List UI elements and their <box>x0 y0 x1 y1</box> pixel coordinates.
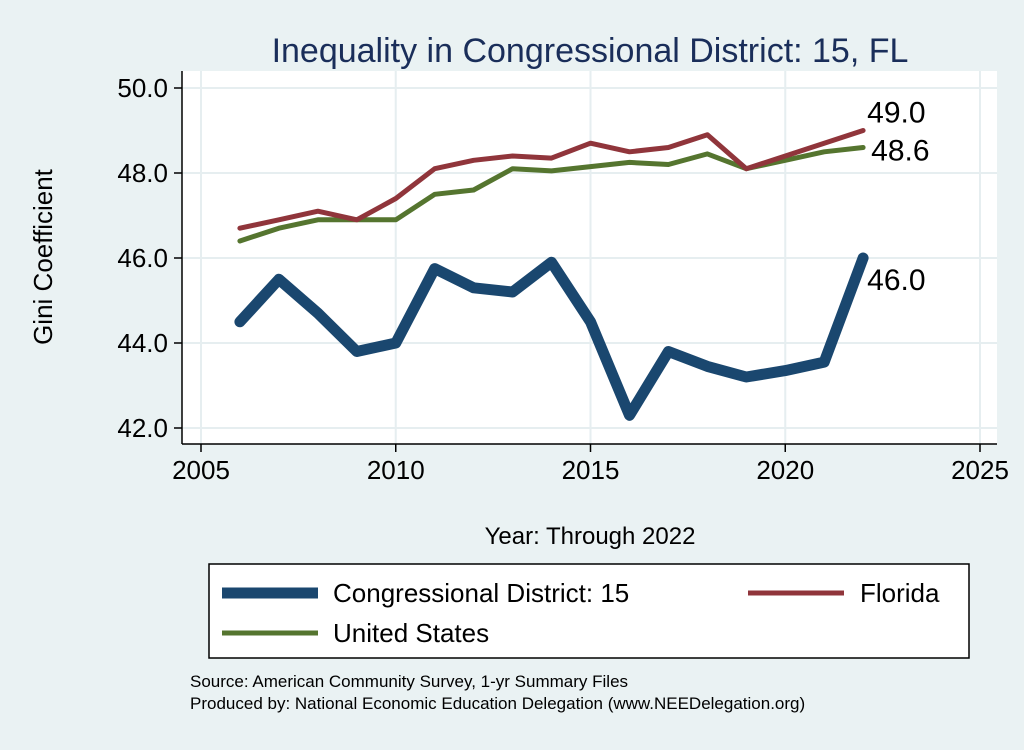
axes: 42.0 44.0 46.0 48.0 50.0 2005 2010 2015 2020 2025 <box>117 71 1009 485</box>
footer-source: Source: American Community Survey, 1-yr … <box>190 672 628 691</box>
x-tick-label: 2010 <box>367 455 425 485</box>
gridlines <box>182 71 997 444</box>
y-tick-label: 42.0 <box>117 413 168 443</box>
legend-box <box>208 563 970 659</box>
legend-label-florida: Florida <box>860 578 940 608</box>
series-line-florida <box>237 128 866 231</box>
y-tick-label: 46.0 <box>117 243 168 273</box>
y-tick-label: 48.0 <box>117 158 168 188</box>
y-tick-label: 50.0 <box>117 73 168 103</box>
end-label-florida: 49.0 <box>867 97 925 130</box>
series-line-district <box>234 252 869 421</box>
x-tick-label: 2025 <box>951 455 1009 485</box>
y-tick-label: 44.0 <box>117 328 168 358</box>
x-tick-label: 2015 <box>562 455 620 485</box>
x-tick-label: 2020 <box>756 455 814 485</box>
x-tick-label: 2005 <box>172 455 230 485</box>
legend-label-district: Congressional District: 15 <box>333 578 629 608</box>
legend-label-us: United States <box>333 618 489 648</box>
x-axis-label: Year: Through 2022 <box>485 523 696 550</box>
y-axis-label: Gini Coefficient <box>28 168 58 345</box>
chart-title: Inequality in Congressional District: 15… <box>272 32 909 70</box>
series-lines <box>234 128 869 421</box>
end-label-district: 46.0 <box>867 264 925 297</box>
footer-produced-by: Produced by: National Economic Education… <box>190 694 805 713</box>
legend: Congressional District: 15 Florida Unite… <box>208 563 970 659</box>
end-labels: 46.0 49.0 48.6 <box>867 97 929 298</box>
end-label-us: 48.6 <box>871 135 929 168</box>
